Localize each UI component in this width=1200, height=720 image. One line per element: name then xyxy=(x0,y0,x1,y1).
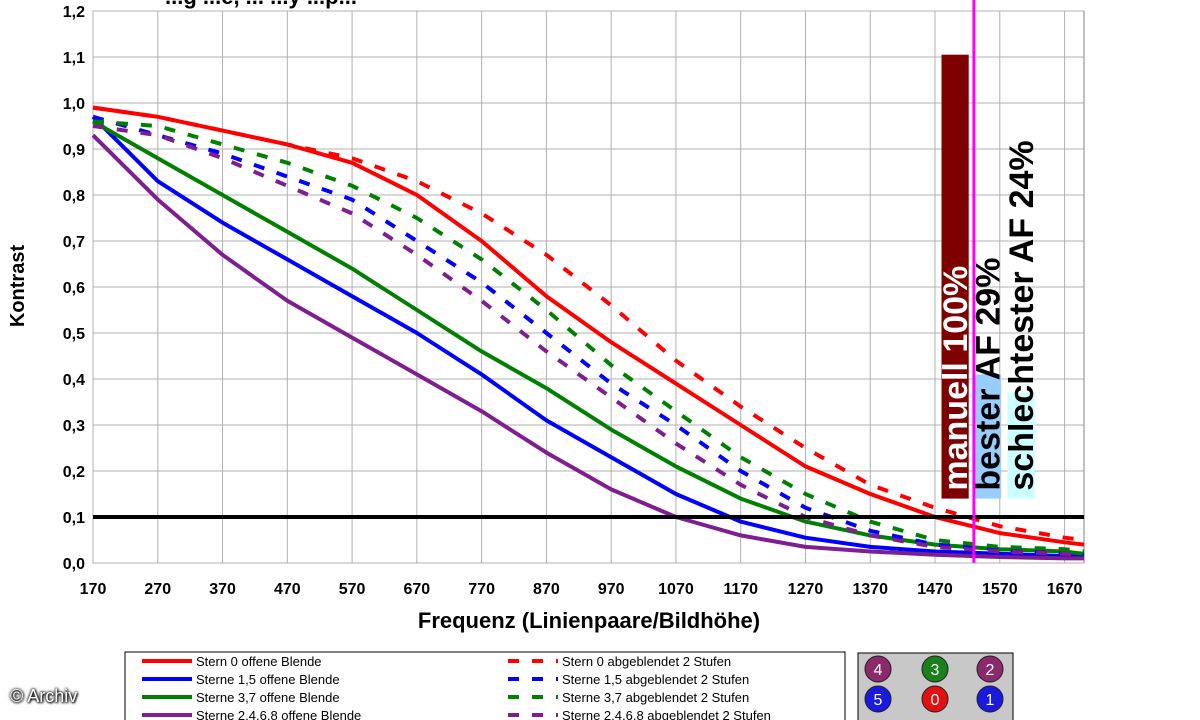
y-tick-label: 0,2 xyxy=(63,464,85,481)
legend-entry-label: Stern 0 abgeblendet 2 Stufen xyxy=(562,654,731,669)
annotation-bars: manuell 100%bester AF 29%schlechtester A… xyxy=(937,54,1041,499)
star-legend: 4 3 2 5 0 1 xyxy=(857,652,1014,720)
star-marker xyxy=(976,685,1004,713)
legend: Stern 0 offene Blende Sterne 1,5 offene B… xyxy=(124,651,846,720)
legend-entry-label: Sterne 3,7 abgeblendet 2 Stufen xyxy=(562,690,749,705)
legend-entry-label: Sterne 3,7 offene Blende xyxy=(196,690,340,705)
y-tick-label: 0,4 xyxy=(63,372,85,389)
chart-title-fragment: ...g ...e, ... ...y ...p... xyxy=(165,0,357,9)
legend-entry-label: Sterne 2,4,6,8 abgeblendet 2 Stufen xyxy=(562,708,771,720)
series-line xyxy=(92,119,1085,556)
title-layer: ...g ...e, ... ...y ...p... xyxy=(165,0,357,9)
x-tick-label: 870 xyxy=(533,581,560,598)
series-line xyxy=(91,133,1084,561)
x-tick-label: 1570 xyxy=(982,581,1018,598)
x-tick-label: 470 xyxy=(274,581,301,598)
star-marker xyxy=(864,685,892,713)
x-tick-label: 1470 xyxy=(917,581,953,598)
annotation-bar xyxy=(1007,392,1035,499)
annotation-bar-label: schlechtester AF 24% xyxy=(1003,140,1041,490)
y-tick-label: 1,0 xyxy=(63,96,85,113)
y-tick-label: 1,1 xyxy=(63,50,85,67)
star-marker xyxy=(976,655,1004,683)
y-tick-label: 1,2 xyxy=(63,4,85,21)
x-tick-label: 270 xyxy=(144,581,171,598)
x-axis-ticks: 170 270 370 470 570 670 770 870 970 1070 1170 1270 1… xyxy=(80,581,1083,598)
legend-box xyxy=(124,651,846,720)
x-tick-label: 1170 xyxy=(723,581,758,598)
annotation-bar-label: manuell 100% xyxy=(937,266,975,491)
y-tick-label: 0,0 xyxy=(63,556,85,573)
annotation-bar xyxy=(973,374,1002,499)
x-tick-label: 1370 xyxy=(852,581,888,598)
x-tick-label: 170 xyxy=(80,581,107,598)
legend-entry-label: Sterne 1,5 abgeblendet 2 Stufen xyxy=(562,672,749,687)
x-tick-label: 1070 xyxy=(658,581,694,598)
copyright-text: © Archiv xyxy=(10,686,78,706)
legend-entry-label: Stern 0 offene Blende xyxy=(196,654,322,669)
x-tick-label: 370 xyxy=(209,581,236,598)
x-tick-label: 570 xyxy=(339,581,366,598)
star-marker-label: 3 xyxy=(931,662,940,679)
star-marker xyxy=(864,655,892,683)
y-tick-label: 0,1 xyxy=(63,510,85,527)
series-lines xyxy=(91,105,1085,561)
star-marker xyxy=(921,685,949,713)
y-tick-label: 0,6 xyxy=(63,280,85,297)
star-marker-label: 5 xyxy=(874,692,883,709)
star-marker xyxy=(921,655,949,683)
annotation-bar-label: bester AF 29% xyxy=(969,258,1007,491)
y-tick-label: 0,3 xyxy=(63,418,85,435)
y-tick-label: 0,9 xyxy=(63,142,85,159)
y-tick-label: 0,7 xyxy=(63,234,85,251)
star-marker-label: 2 xyxy=(986,662,995,679)
x-tick-label: 1670 xyxy=(1047,581,1083,598)
y-axis-ticks: 0,0 0,1 0,2 0,3 0,4 0,5 0,6 0,7 0,8 0,9 1,0 1,1 1,2 xyxy=(63,4,85,573)
series-line xyxy=(92,105,1085,542)
y-tick-label: 0,8 xyxy=(63,188,85,205)
grid xyxy=(92,10,1085,564)
y-axis-label: Kontrast xyxy=(7,245,29,328)
star-marker-label: 4 xyxy=(874,662,883,679)
x-axis-label: Frequenz (Linienpaare/Bildhöhe) xyxy=(418,608,760,633)
x-tick-label: 670 xyxy=(404,581,431,598)
x-tick-label: 770 xyxy=(468,581,495,598)
star-marker-label: 1 xyxy=(986,692,995,709)
legend-entry-label: Sterne 1,5 offene Blende xyxy=(196,672,340,687)
overlay-lines xyxy=(93,0,1084,563)
x-tick-label: 1270 xyxy=(788,581,824,598)
star-marker-label: 0 xyxy=(931,692,940,709)
legend-entry-label: Sterne 2,4,6,8 offene Blende xyxy=(196,708,361,720)
series-line xyxy=(91,115,1084,559)
y-tick-label: 0,5 xyxy=(63,326,85,343)
annotation-bar xyxy=(941,54,969,499)
x-tick-label: 970 xyxy=(598,581,625,598)
series-line xyxy=(92,119,1085,554)
